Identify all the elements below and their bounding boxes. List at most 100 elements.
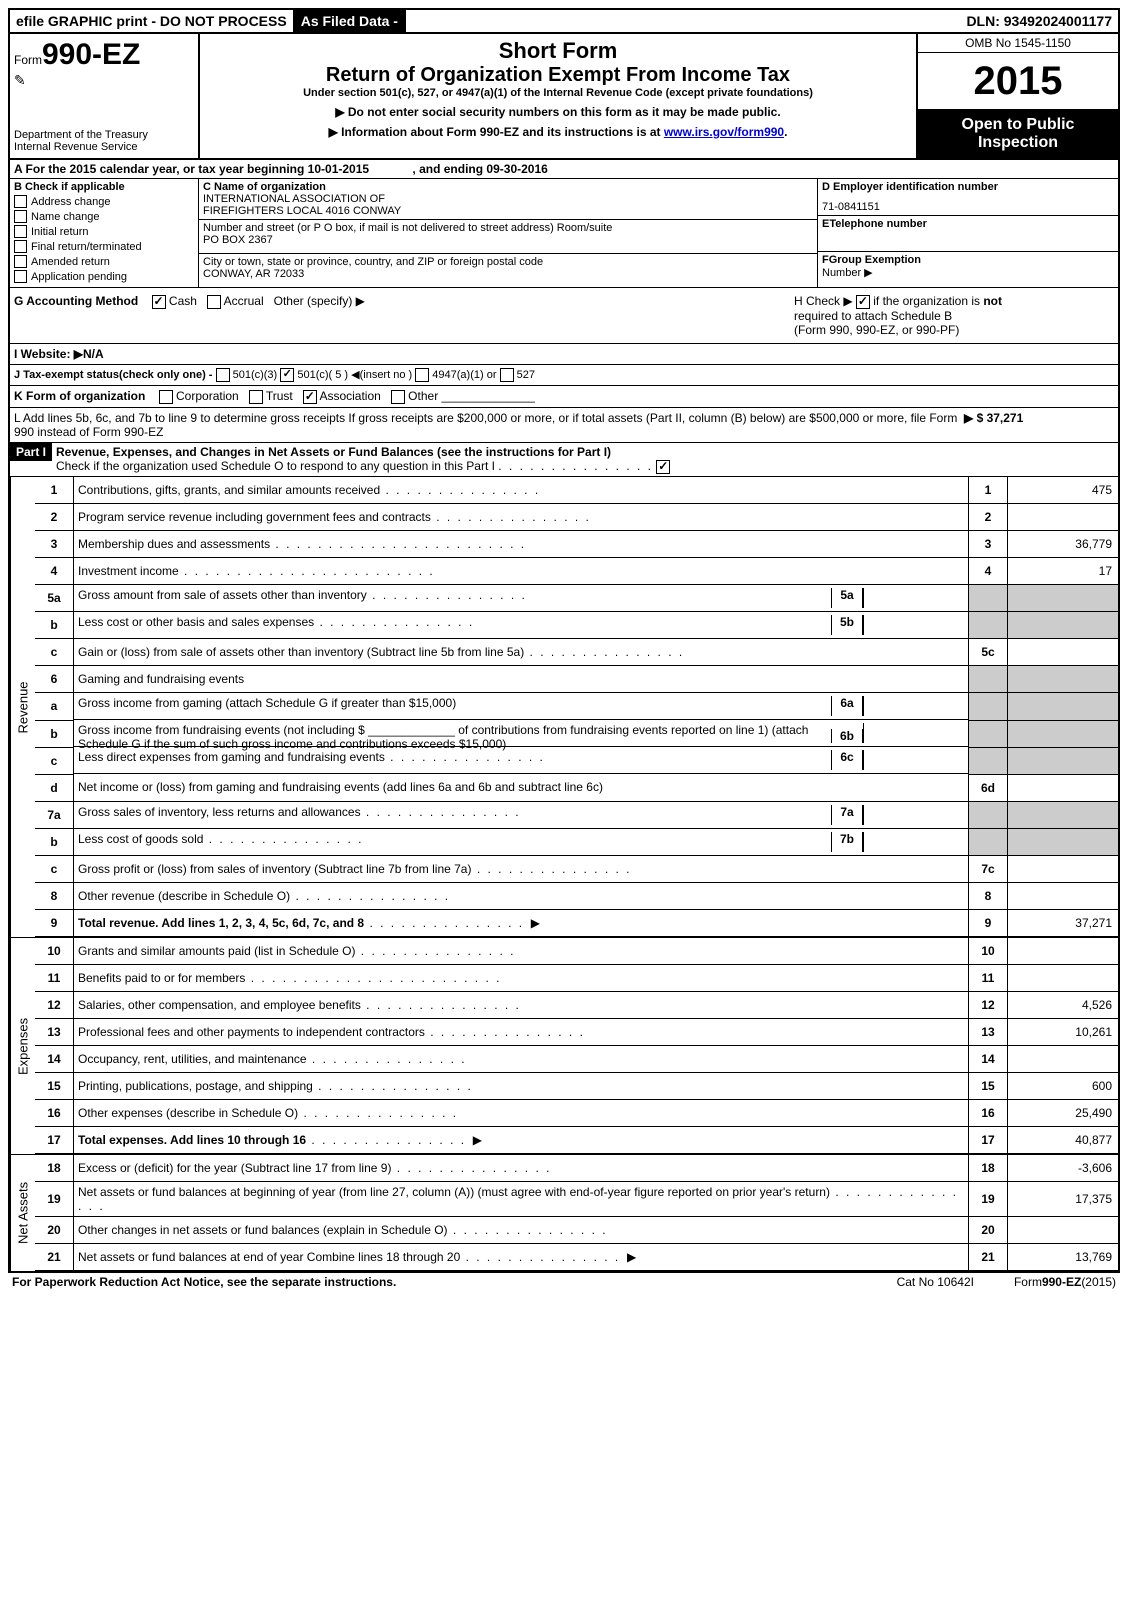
header-right: OMB No 1545-1150 2015 Open to Public Ins… (916, 34, 1118, 158)
col-b-header: B Check if applicable (14, 181, 194, 193)
checkbox-name-change[interactable] (14, 210, 27, 223)
street-value: PO BOX 2367 (203, 234, 813, 246)
checkbox-amended-return[interactable] (14, 255, 27, 268)
checkbox-accrual[interactable] (207, 295, 221, 309)
short-form-title: Short Form (208, 38, 908, 64)
row-a-tax-year: A For the 2015 calendar year, or tax yea… (10, 160, 1118, 179)
city-label: City or town, state or province, country… (203, 256, 813, 268)
help-icon[interactable]: ✎ (14, 72, 194, 89)
omb-number: OMB No 1545-1150 (918, 34, 1118, 53)
checkbox-schedule-o[interactable]: ✓ (656, 460, 670, 474)
checkbox-trust[interactable] (249, 390, 263, 404)
line-13-value: 10,261 (1008, 1019, 1119, 1046)
c-label: C Name of organization (203, 181, 813, 193)
dept-treasury: Department of the Treasury (14, 129, 194, 141)
line-3-value: 36,779 (1008, 530, 1119, 557)
form-subtitle: Under section 501(c), 527, or 4947(a)(1)… (208, 87, 908, 99)
info-note: ▶ Information about Form 990-EZ and its … (208, 125, 908, 139)
checkbox-other-org[interactable] (391, 390, 405, 404)
irs-label: Internal Revenue Service (14, 141, 194, 153)
row-j-tax-status: J Tax-exempt status(check only one) - 50… (10, 365, 1118, 386)
header: Form990-EZ ✎ Department of the Treasury … (10, 34, 1118, 160)
part-1-subtitle: Check if the organization used Schedule … (56, 459, 495, 473)
col-c-org-info: C Name of organization INTERNATIONAL ASS… (199, 179, 817, 287)
row-l-gross-receipts: L Add lines 5b, 6c, and 7b to line 9 to … (10, 408, 1118, 443)
h-label: H Check ▶ (794, 294, 853, 308)
line-21-value: 13,769 (1008, 1244, 1119, 1271)
line-5c-value (1008, 639, 1119, 666)
line-14-value (1008, 1046, 1119, 1073)
org-name-1: INTERNATIONAL ASSOCIATION OF (203, 193, 813, 205)
line-20-value (1008, 1217, 1119, 1244)
paperwork-notice: For Paperwork Reduction Act Notice, see … (12, 1275, 396, 1289)
dln-number: DLN: 93492024001177 (960, 10, 1118, 32)
checkbox-cash[interactable]: ✓ (152, 295, 166, 309)
revenue-label: Revenue (10, 477, 35, 938)
part-1-header: Part I Revenue, Expenses, and Changes in… (10, 443, 1118, 477)
line-9-value: 37,271 (1008, 910, 1119, 937)
form-title: Return of Organization Exempt From Incom… (208, 64, 908, 87)
form-ref: Form990-EZ(2015) (1014, 1275, 1116, 1289)
checkbox-h[interactable]: ✓ (856, 295, 870, 309)
ssn-warning: ▶ Do not enter social security numbers o… (208, 105, 908, 119)
line-10-value (1008, 938, 1119, 965)
part-1-label: Part I (10, 443, 52, 461)
expenses-section: Expenses 10Grants and similar amounts pa… (10, 937, 1118, 1154)
section-gh: G Accounting Method ✓ Cash Accrual Other… (10, 288, 1118, 344)
revenue-section: Revenue 1Contributions, gifts, grants, a… (10, 477, 1118, 938)
f-label: FGroup Exemption (822, 254, 1114, 266)
ein-value: 71-0841151 (822, 201, 1114, 213)
netassets-label: Net Assets (10, 1155, 35, 1271)
street-label: Number and street (or P O box, if mail i… (203, 222, 813, 234)
e-label: ETelephone number (822, 218, 1114, 230)
footer: For Paperwork Reduction Act Notice, see … (8, 1273, 1120, 1291)
part-1-title: Revenue, Expenses, and Changes in Net As… (56, 445, 611, 459)
checkbox-application-pending[interactable] (14, 270, 27, 283)
line-19-value: 17,375 (1008, 1182, 1119, 1217)
checkbox-address-change[interactable] (14, 195, 27, 208)
netassets-section: Net Assets 18Excess or (deficit) for the… (10, 1154, 1118, 1271)
d-label: D Employer identification number (822, 181, 1114, 193)
g-label: G Accounting Method (14, 294, 138, 308)
line-4-value: 17 (1008, 557, 1119, 584)
cat-no: Cat No 10642I (897, 1275, 974, 1289)
as-filed-label: As Filed Data - (293, 10, 406, 32)
line-17-value: 40,877 (1008, 1127, 1119, 1154)
efile-notice: efile GRAPHIC print - DO NOT PROCESS (10, 10, 293, 32)
section-bcd: B Check if applicable Address change Nam… (10, 179, 1118, 288)
row-k-form-org: K Form of organization Corporation Trust… (10, 386, 1118, 408)
f-label2: Number ▶ (822, 266, 1114, 279)
col-b-checkboxes: B Check if applicable Address change Nam… (10, 179, 199, 287)
line-18-value: -3,606 (1008, 1155, 1119, 1182)
line-11-value (1008, 965, 1119, 992)
expenses-label: Expenses (10, 938, 35, 1154)
line-6d-value (1008, 774, 1119, 801)
checkbox-initial-return[interactable] (14, 225, 27, 238)
line-1-value: 475 (1008, 477, 1119, 504)
checkbox-corporation[interactable] (159, 390, 173, 404)
open-to-public: Open to Public Inspection (918, 110, 1118, 158)
line-16-value: 25,490 (1008, 1100, 1119, 1127)
header-center: Short Form Return of Organization Exempt… (200, 34, 916, 158)
line-8-value (1008, 883, 1119, 910)
top-bar: efile GRAPHIC print - DO NOT PROCESS As … (10, 10, 1118, 34)
checkbox-501c[interactable]: ✓ (280, 368, 294, 382)
irs-link[interactable]: www.irs.gov/form990 (664, 125, 784, 139)
header-left: Form990-EZ ✎ Department of the Treasury … (10, 34, 200, 158)
checkbox-501c3[interactable] (216, 368, 230, 382)
line-12-value: 4,526 (1008, 992, 1119, 1019)
form-container: efile GRAPHIC print - DO NOT PROCESS As … (8, 8, 1120, 1273)
checkbox-4947[interactable] (415, 368, 429, 382)
form-word: Form (14, 53, 42, 67)
line-2-value (1008, 503, 1119, 530)
tax-year: 2015 (918, 53, 1118, 110)
checkbox-final-return[interactable] (14, 240, 27, 253)
checkbox-527[interactable] (500, 368, 514, 382)
line-15-value: 600 (1008, 1073, 1119, 1100)
line-7c-value (1008, 856, 1119, 883)
form-number: 990-EZ (42, 38, 140, 71)
row-i-website: I Website: ▶N/A (10, 344, 1118, 365)
checkbox-association[interactable]: ✓ (303, 390, 317, 404)
gross-receipts-value: ▶ $ 37,271 (964, 411, 1114, 439)
org-name-2: FIREFIGHTERS LOCAL 4016 CONWAY (203, 205, 813, 217)
